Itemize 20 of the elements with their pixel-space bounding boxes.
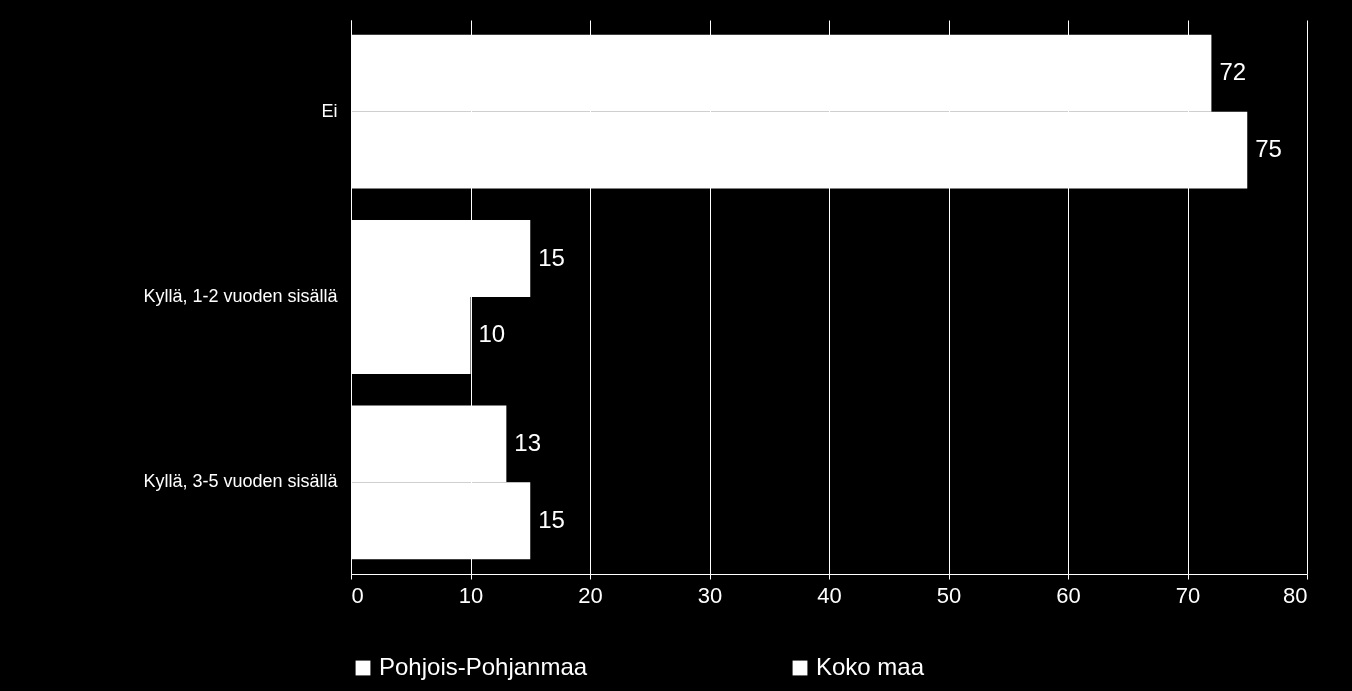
legend-label: Pohjois-Pohjanmaa	[379, 653, 588, 680]
x-tick-label: 10	[458, 582, 484, 608]
y-tick-label: Kyllä, 3-5 vuoden sisällä	[143, 471, 339, 492]
x-tick-label: 30	[697, 582, 723, 608]
x-tick-label: 70	[1175, 582, 1201, 608]
data-label: 72	[1219, 58, 1247, 86]
x-tick-label: 40	[817, 582, 842, 608]
x-tick-label: 20	[578, 582, 603, 608]
x-tick-label: 60	[1056, 582, 1081, 608]
data-label: 75	[1255, 135, 1282, 163]
x-tick-label: 0	[351, 582, 364, 608]
x-tick-label: 80	[1283, 582, 1308, 608]
data-label: 15	[538, 243, 565, 271]
y-tick-label: Kyllä, 1-2 vuoden sisällä	[143, 286, 339, 306]
y-tick-label: Ei	[321, 100, 338, 121]
data-label: 10	[478, 320, 506, 348]
data-label: 13	[514, 428, 542, 456]
data-label: 15	[538, 505, 565, 533]
legend-label: Koko maa	[816, 653, 925, 680]
x-tick-label: 50	[936, 582, 962, 608]
